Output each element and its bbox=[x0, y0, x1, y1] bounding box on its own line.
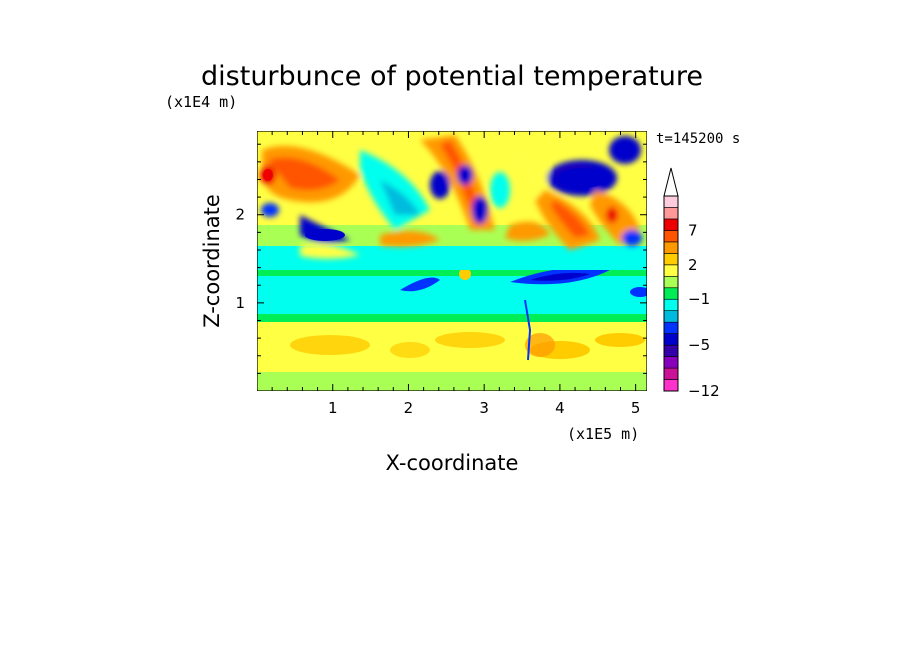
colorbar-label: 7 bbox=[688, 221, 698, 239]
colorbar-swatch bbox=[663, 275, 679, 289]
colorbar-swatch bbox=[663, 321, 679, 334]
colorbar-label: −12 bbox=[688, 382, 720, 400]
colorbar-swatch bbox=[663, 333, 679, 346]
x-tick-label: 5 bbox=[631, 399, 641, 417]
chart-title: disturbunce of potential temperature bbox=[201, 61, 703, 92]
x-tick-label: 3 bbox=[479, 399, 489, 417]
colorbar-swatch bbox=[663, 298, 679, 312]
time-label: t=145200 s bbox=[656, 131, 740, 147]
x-tick-label: 4 bbox=[555, 399, 565, 417]
colorbar-swatch bbox=[663, 287, 679, 300]
y-axis-label: Z-coordinate bbox=[200, 194, 224, 328]
x-tick-label: 2 bbox=[404, 399, 414, 417]
colorbar-swatch bbox=[663, 230, 679, 243]
colorbar-swatch bbox=[663, 310, 679, 323]
colorbar-swatch bbox=[663, 344, 679, 357]
colorbar-label: −5 bbox=[688, 336, 710, 354]
y-tick-label: 2 bbox=[235, 206, 245, 224]
x-axis-ticks: 1 2 3 4 5 bbox=[271, 131, 641, 417]
y-unit-label: (x1E4 m) bbox=[165, 93, 237, 111]
contour-field bbox=[257, 131, 647, 391]
colorbar-frame bbox=[663, 195, 679, 392]
colorbar-label: −1 bbox=[688, 290, 710, 308]
x-axis-label: X-coordinate bbox=[386, 451, 519, 475]
x-tick-label: 1 bbox=[328, 399, 338, 417]
plot-area bbox=[257, 131, 647, 391]
y-axis-ticks: 12 bbox=[235, 143, 647, 374]
colorbar: −12−5−127 bbox=[663, 167, 720, 400]
colorbar-label: 2 bbox=[688, 256, 698, 274]
colorbar-swatch bbox=[663, 367, 679, 380]
colorbar-swatch bbox=[663, 264, 679, 277]
colorbar-swatch bbox=[663, 218, 679, 231]
colorbar-swatch bbox=[663, 379, 679, 392]
y-tick-label: 1 bbox=[235, 294, 245, 312]
colorbar-swatch bbox=[663, 253, 679, 266]
x-unit-label: (x1E5 m) bbox=[567, 425, 639, 443]
colorbar-swatch bbox=[663, 207, 679, 220]
colorbar-swatch bbox=[663, 241, 679, 254]
colorbar-swatch bbox=[663, 356, 679, 369]
colorbar-extend-arrow bbox=[663, 167, 679, 197]
colorbar-swatch bbox=[663, 195, 679, 208]
